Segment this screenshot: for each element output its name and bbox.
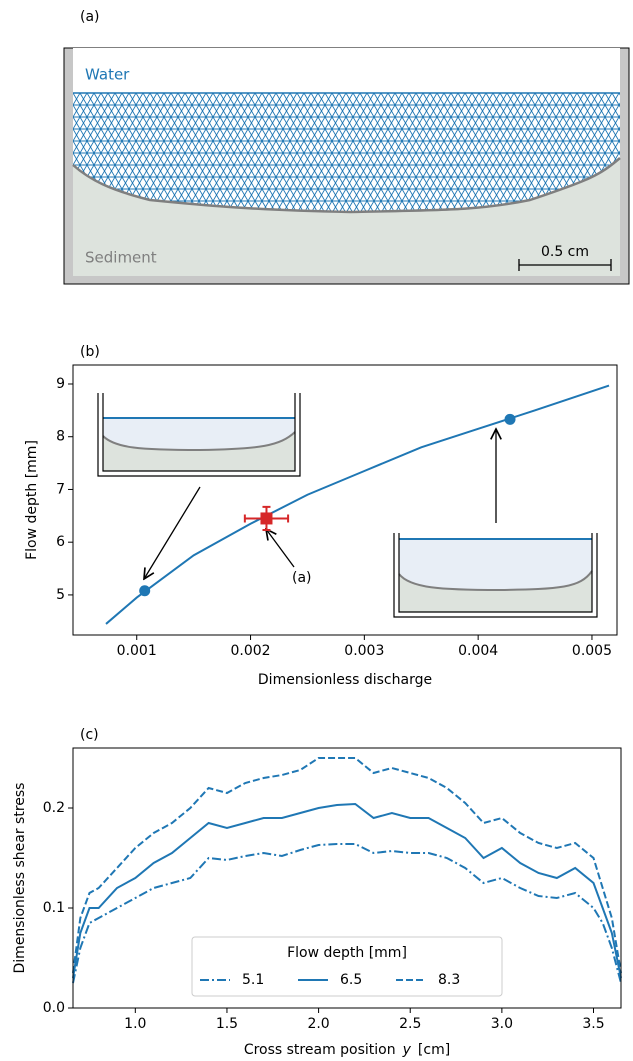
x-tick-label: 3.0 <box>491 1016 513 1032</box>
x-axis-label-part: y <box>402 1042 412 1058</box>
inset-right <box>393 533 598 618</box>
panel-label: (c) <box>80 727 99 743</box>
x-tick-label: 0.002 <box>230 643 270 659</box>
point <box>504 413 516 425</box>
mesh <box>73 93 620 212</box>
arrow <box>266 529 295 568</box>
y-tick-label: 8 <box>56 429 65 445</box>
x-tick-label: 3.5 <box>582 1016 604 1032</box>
sediment <box>73 158 620 276</box>
legend-title: Flow depth [mm] <box>287 945 407 961</box>
x-axis-label-part: [cm] <box>418 1042 450 1058</box>
x-tick-label: 2.5 <box>399 1016 421 1032</box>
legend-label: 6.5 <box>340 972 362 988</box>
y-tick-label: 6 <box>56 534 65 550</box>
series-line <box>72 757 622 974</box>
x-tick-label: 1.0 <box>124 1016 146 1032</box>
scale-bar-label: 0.5 cm <box>541 244 589 260</box>
x-tick-label: 1.5 <box>216 1016 238 1032</box>
x-tick-label: 0.004 <box>458 643 498 659</box>
measurement <box>260 512 273 525</box>
y-tick-label: 0.2 <box>43 800 65 816</box>
panel-label: (b) <box>80 344 100 360</box>
y-axis-label: Dimensionless shear stress <box>12 783 28 974</box>
bed-profile <box>72 157 621 214</box>
x-axis-label-part: Cross stream position <box>244 1042 396 1058</box>
y-tick-label: 0.1 <box>43 900 65 916</box>
inset-left <box>97 393 301 477</box>
y-tick-label: 5 <box>56 587 65 603</box>
panel-label: (a) <box>80 9 100 25</box>
legend-label: 8.3 <box>438 972 460 988</box>
x-tick-label: 0.003 <box>344 643 384 659</box>
legend-box <box>191 936 503 997</box>
y-tick-label: 9 <box>56 376 65 392</box>
x-axis-label: Cross stream position y [cm] <box>244 1042 450 1058</box>
series-line <box>72 802 622 979</box>
point <box>139 585 151 597</box>
series-line <box>72 843 622 984</box>
scale-bar <box>518 259 612 271</box>
panel-a: (a) Water Sediment 0.5 cm <box>63 9 630 285</box>
sediment-label: Sediment <box>85 249 157 267</box>
y-axis-label: Flow depth [mm] <box>24 440 40 560</box>
y-tick-label: 0.0 <box>43 1000 65 1016</box>
arrow <box>144 486 201 579</box>
annotation: (a) <box>292 570 312 586</box>
axes-frame <box>72 364 618 636</box>
x-axis-label: Dimensionless discharge <box>258 672 432 688</box>
x-tick-label: 0.001 <box>117 643 157 659</box>
legend-label: 5.1 <box>242 972 264 988</box>
y-tick-label: 7 <box>56 481 65 497</box>
axes-frame <box>72 747 622 1009</box>
water-label: Water <box>85 66 130 84</box>
x-tick-label: 0.005 <box>572 643 612 659</box>
x-tick-label: 2.0 <box>307 1016 329 1032</box>
